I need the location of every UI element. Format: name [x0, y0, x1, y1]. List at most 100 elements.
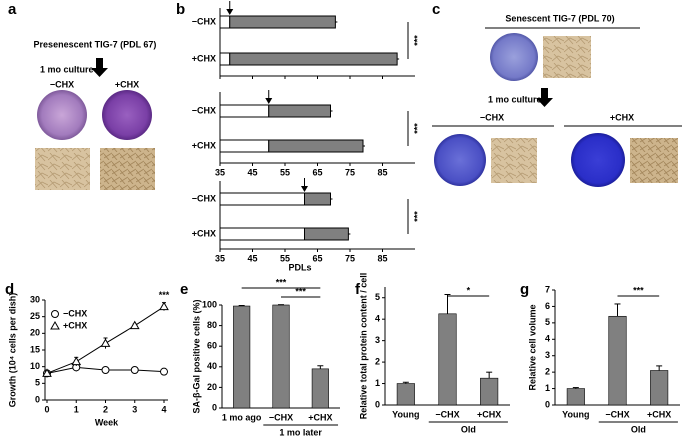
bar: [272, 304, 290, 409]
y-tick-label: 0: [212, 402, 217, 412]
bar-segment: [229, 15, 336, 29]
x-tick-label: 0: [44, 404, 49, 414]
category-label: +CHX: [192, 228, 216, 238]
panel-label: d: [5, 281, 14, 298]
y-axis-label: Relative total protein content / cell: [358, 273, 368, 420]
marker: [160, 367, 168, 376]
step-label: 1 mo culture: [488, 94, 542, 104]
x-tick-label: 2: [103, 404, 108, 414]
significance-label: ***: [412, 211, 422, 222]
x-tick-label: 75: [345, 167, 355, 177]
x-tick-label: 1 mo ago: [222, 412, 262, 422]
dish-photo: [571, 133, 625, 187]
x-tick-label: 1: [74, 404, 79, 414]
x-tick-label: 65: [312, 167, 322, 177]
bar-segment: [268, 104, 331, 118]
category-label: −CHX: [192, 105, 216, 115]
y-tick-label: 5: [35, 378, 40, 388]
y-tick-label: 7: [545, 284, 550, 294]
x-tick-label: 4: [161, 404, 166, 414]
arrow: [91, 58, 108, 77]
y-axis-label: Relative cell volume: [527, 304, 537, 390]
y-tick-label: 100: [202, 299, 217, 309]
panel-title: Senescent TIG-7 (PDL 70): [505, 13, 614, 23]
y-tick-label: 25: [30, 311, 40, 321]
arrow: [536, 88, 553, 107]
x-tick-label: +CHX: [477, 409, 501, 419]
y-tick-label: 1: [545, 383, 550, 393]
condition-label: +CHX: [115, 79, 139, 89]
dish-photo: [490, 33, 538, 81]
y-tick-label: 3: [545, 350, 550, 360]
significance-label: *: [467, 285, 471, 295]
x-tick-label: 45: [247, 167, 257, 177]
x-axis-label: Week: [95, 417, 119, 427]
significance-label: ***: [159, 290, 170, 300]
significance-label: ***: [295, 286, 306, 296]
x-tick-label: 45: [247, 253, 257, 263]
x-tick-label: +CHX: [308, 412, 332, 422]
arrow-head: [301, 186, 308, 192]
panel-a: Presenescent TIG-7 (PDL 67) 1 mo culture…: [34, 39, 156, 190]
condition-label: +CHX: [610, 112, 634, 122]
y-tick-label: 2: [375, 356, 380, 366]
y-axis-label: Growth (10⁴ cells per dish): [7, 293, 17, 407]
bar: [650, 370, 669, 406]
step-label: 1 mo culture: [40, 64, 94, 74]
y-tick-label: 5: [545, 317, 550, 327]
bar-segment: [219, 139, 270, 153]
x-tick-label: −CHX: [435, 409, 459, 419]
x-tick-label: 35: [215, 253, 225, 263]
y-tick-label: 30: [30, 294, 40, 304]
significance-label: ***: [276, 277, 287, 287]
legend-marker: [51, 310, 59, 318]
group-label: 1 mo later: [279, 427, 322, 437]
panel-label: a: [8, 1, 17, 18]
bar: [396, 383, 415, 406]
y-tick-label: 4: [375, 314, 380, 324]
micrograph: [35, 148, 90, 190]
x-tick-label: Young: [392, 409, 419, 419]
bar-segment: [304, 227, 349, 241]
arrow-head: [265, 98, 273, 104]
y-tick-label: 2: [545, 367, 550, 377]
bar: [480, 377, 499, 406]
x-tick-label: 65: [312, 253, 322, 263]
group-label: Old: [631, 424, 646, 434]
bar-segment: [229, 52, 398, 66]
bar-segment: [219, 192, 305, 206]
y-tick-label: 5: [375, 292, 380, 302]
group-label: Old: [461, 424, 476, 434]
x-tick-label: −CHX: [269, 412, 293, 422]
category-label: +CHX: [192, 140, 216, 150]
bar-segment: [304, 192, 331, 206]
legend-marker: [50, 320, 60, 330]
y-tick-label: 1: [375, 378, 380, 388]
micrograph: [100, 148, 155, 190]
micrograph: [630, 138, 678, 183]
x-tick-label: 85: [377, 253, 387, 263]
panel-label: b: [176, 1, 185, 18]
dish-photo: [102, 90, 152, 140]
x-tick-label: 55: [280, 167, 290, 177]
x-tick-label: 75: [345, 253, 355, 263]
category-label: +CHX: [192, 53, 216, 63]
condition-label: −CHX: [480, 112, 504, 122]
bar-segment: [219, 104, 270, 118]
y-tick-label: 15: [30, 344, 40, 354]
x-axis-label: PDLs: [288, 262, 311, 272]
x-tick-label: 85: [377, 167, 387, 177]
y-axis-label: SA-β-Gal positive cells (%): [191, 299, 201, 413]
bar-segment: [268, 139, 364, 153]
bar: [233, 305, 251, 409]
y-tick-label: 0: [545, 399, 550, 409]
bar: [566, 388, 585, 406]
marker: [130, 366, 139, 374]
bar: [438, 313, 457, 406]
micrograph: [491, 138, 537, 183]
condition-label: −CHX: [50, 79, 74, 89]
significance-label: ***: [412, 35, 422, 46]
category-label: −CHX: [192, 193, 216, 203]
x-tick-label: −CHX: [605, 409, 629, 419]
panel-label: f: [355, 281, 361, 298]
